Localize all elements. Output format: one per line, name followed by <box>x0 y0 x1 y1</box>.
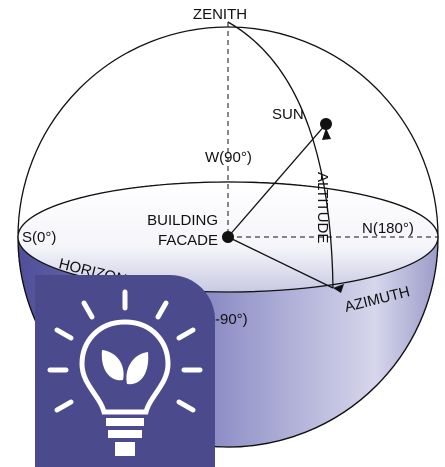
facade-label-2: FACADE <box>158 232 218 249</box>
sun-label: SUN <box>272 106 304 123</box>
facade-point <box>222 231 234 243</box>
zenith-label: ZENITH <box>193 6 247 23</box>
facade-label-1: BUILDING <box>147 212 218 229</box>
north-label: N(180°) <box>362 220 414 237</box>
lightbulb-icon <box>35 275 215 467</box>
west-label: W(90°) <box>205 149 252 166</box>
sun-point <box>320 118 332 130</box>
altitude-label: ALTITUDE <box>314 172 331 243</box>
south-label: S(0°) <box>22 229 56 246</box>
sun-position-diagram: ZENITH SUN W(90°) ALTITUDE BUILDING FACA… <box>0 0 445 467</box>
